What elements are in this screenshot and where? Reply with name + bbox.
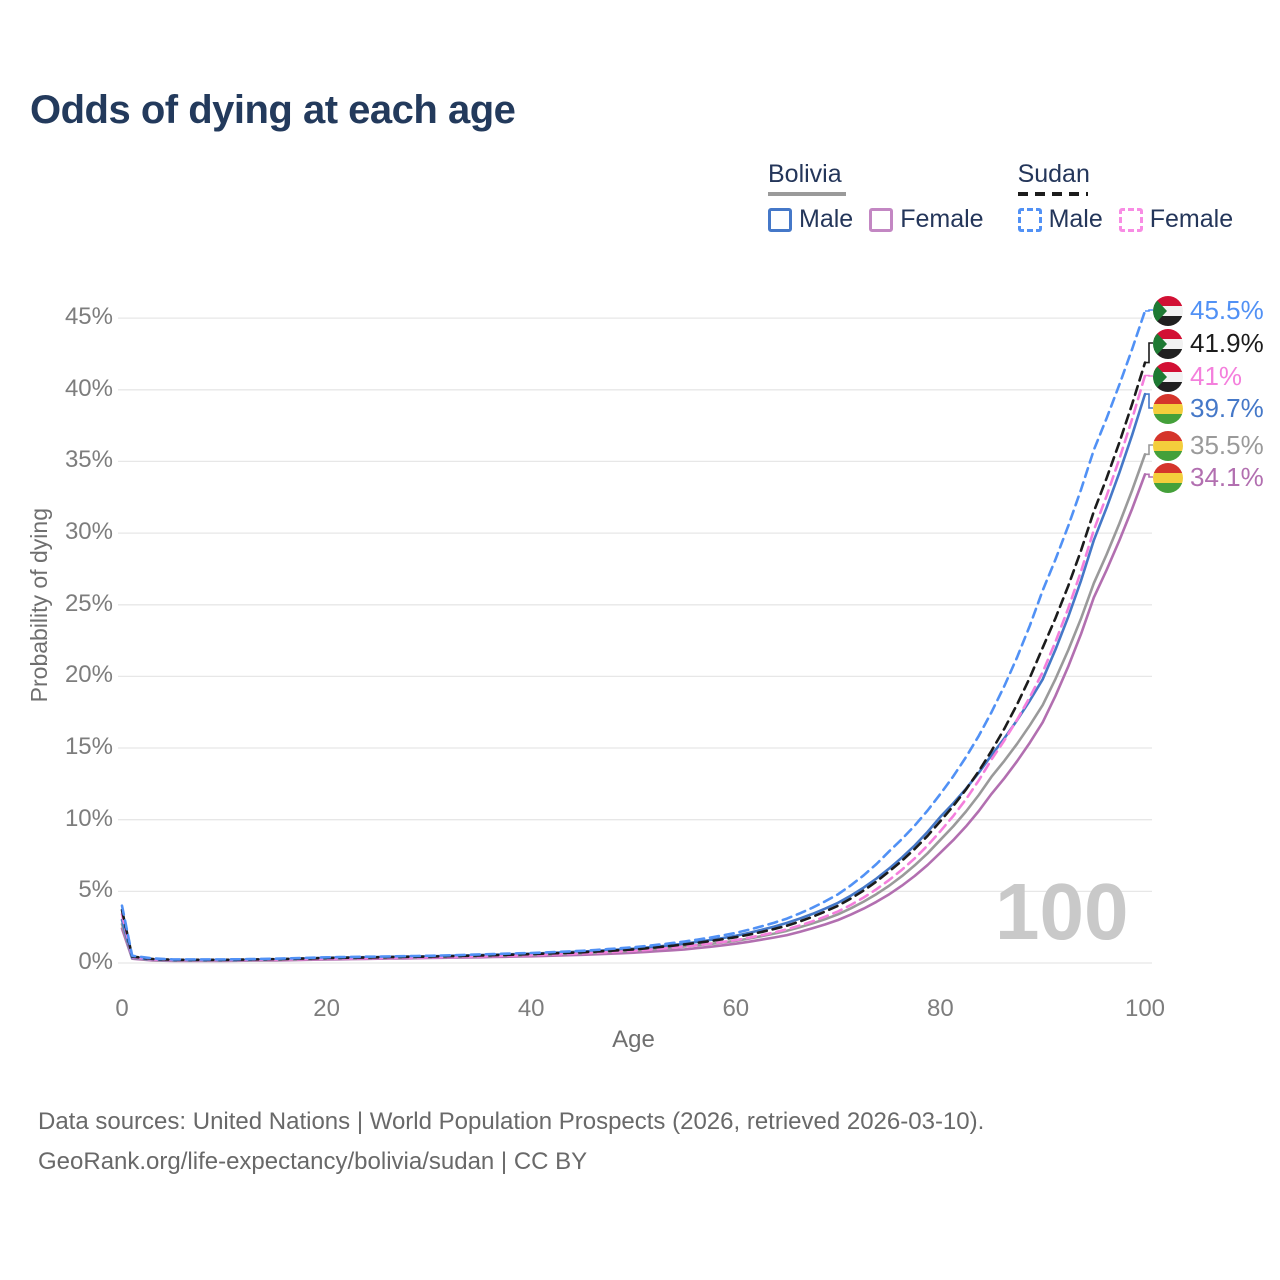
sudan-flag-icon	[1153, 361, 1183, 392]
end-label-value: 39.7%	[1190, 393, 1264, 423]
y-tick-label: 0%	[78, 948, 113, 975]
legend: Bolivia Male Female Sudan	[768, 160, 1233, 234]
legend-country-label: Sudan	[1017, 160, 1090, 188]
age-counter-watermark: 100	[995, 867, 1129, 956]
x-tick-label: 40	[517, 995, 545, 1022]
footer-data-sources: Data sources: United Nations | World Pop…	[38, 1108, 985, 1135]
bolivia-flag-icon	[1153, 430, 1183, 461]
series-line-sudan-both[interactable]	[120, 361, 1147, 962]
label-connector	[1145, 444, 1153, 456]
end-label-bolivia-male: 39.7%	[1153, 393, 1264, 424]
legend-group-sudan: Sudan Male Female	[1017, 160, 1234, 234]
y-tick-label: 10%	[64, 804, 113, 832]
y-tick-label: 40%	[64, 374, 113, 402]
x-tick-label: 0	[115, 995, 129, 1022]
label-connector	[1145, 473, 1153, 478]
y-tick-label: 30%	[64, 518, 113, 546]
end-label-value: 45.5%	[1190, 295, 1264, 325]
page-title: Odds of dying at each age	[30, 88, 516, 132]
bolivia-flag-icon	[1153, 462, 1183, 493]
legend-label-female: Female	[1149, 205, 1234, 233]
label-connector	[1145, 309, 1153, 312]
x-tick-label: 100	[1124, 995, 1166, 1022]
series-line-sudan-male[interactable]	[120, 309, 1147, 961]
series-line-sudan-female[interactable]	[120, 374, 1147, 962]
end-label-bolivia-both: 35.5%	[1153, 430, 1264, 461]
checkbox-bolivia-female[interactable]	[869, 207, 894, 232]
y-tick-label: 20%	[64, 661, 113, 689]
end-label-value: 41.9%	[1190, 328, 1264, 358]
checkbox-sudan-male[interactable]	[1017, 207, 1042, 232]
footer-attribution: GeoRank.org/life-expectancy/bolivia/suda…	[38, 1148, 588, 1175]
end-label-value: 41%	[1190, 361, 1243, 391]
x-tick-label: 20	[313, 995, 340, 1022]
sudan-flag-icon	[1153, 295, 1183, 326]
legend-item-bolivia-male[interactable]: Male	[768, 205, 853, 234]
bolivia-line-style-swatch	[768, 192, 846, 196]
series-line-bolivia-both[interactable]	[120, 452, 1147, 962]
end-label-sudan-female: 41%	[1153, 361, 1242, 392]
y-tick-label: 5%	[78, 876, 113, 904]
label-connector	[1145, 393, 1153, 409]
y-tick-label: 45%	[64, 303, 113, 331]
legend-item-sudan-female[interactable]: Female	[1118, 205, 1234, 234]
y-tick-label: 35%	[64, 446, 113, 474]
bolivia-flag-icon	[1153, 393, 1183, 424]
end-label-sudan-male: 45.5%	[1153, 295, 1264, 326]
end-label-value: 34.1%	[1190, 462, 1264, 492]
legend-item-sudan-male[interactable]: Male	[1017, 205, 1103, 234]
sudan-line-style-swatch	[1017, 192, 1088, 196]
end-label-sudan-both: 41.9%	[1153, 328, 1264, 359]
legend-label-female: Female	[900, 205, 984, 233]
series-line-bolivia-male[interactable]	[120, 392, 1147, 962]
x-axis-title: Age	[612, 1026, 655, 1053]
checkbox-sudan-female[interactable]	[1118, 207, 1143, 232]
legend-group-bolivia: Bolivia Male Female	[768, 160, 984, 234]
label-connector	[1145, 374, 1153, 377]
legend-item-bolivia-female[interactable]: Female	[869, 205, 984, 234]
y-tick-label: 15%	[64, 733, 113, 761]
x-tick-label: 60	[722, 995, 750, 1022]
x-tick-label: 80	[927, 995, 954, 1022]
legend-label-male: Male	[799, 205, 854, 233]
legend-country-label: Bolivia	[768, 160, 842, 188]
label-connector	[1145, 342, 1153, 364]
legend-country-bolivia: Bolivia	[768, 160, 984, 196]
legend-country-sudan: Sudan	[1017, 160, 1234, 196]
sudan-flag-icon	[1153, 328, 1183, 359]
footer: Data sources: United Nations | World Pop…	[38, 1102, 984, 1182]
end-label-bolivia-female: 34.1%	[1153, 462, 1264, 493]
checkbox-bolivia-male[interactable]	[768, 207, 792, 232]
end-label-value: 35.5%	[1190, 430, 1264, 460]
y-tick-label: 25%	[64, 589, 113, 617]
series-line-bolivia-female[interactable]	[120, 472, 1147, 963]
legend-label-male: Male	[1048, 205, 1103, 233]
